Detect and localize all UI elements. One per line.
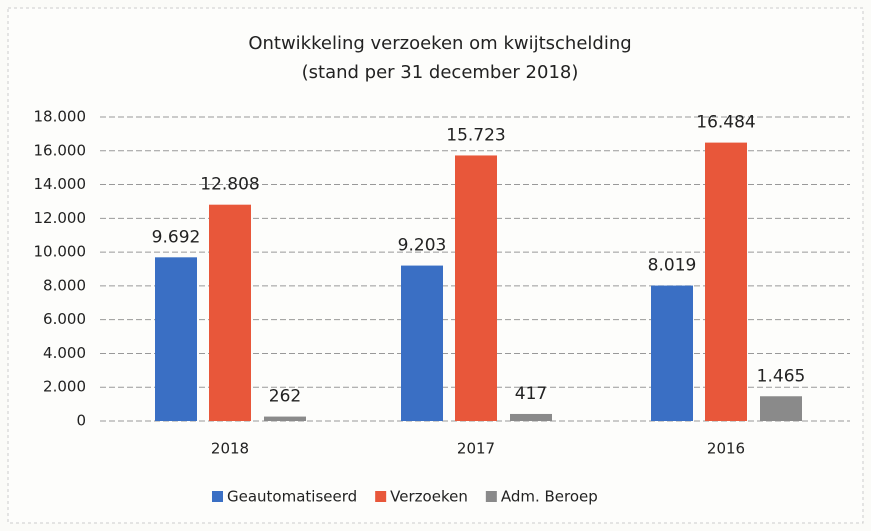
x-tick-label: 2018 [211, 440, 249, 458]
data-label: 12.808 [200, 175, 259, 195]
legend-swatch [375, 491, 387, 502]
data-label: 8.019 [648, 256, 697, 276]
bar [209, 204, 251, 421]
bar [651, 285, 693, 421]
y-tick-label: 2.000 [43, 378, 86, 396]
bar [455, 155, 497, 421]
data-label: 9.203 [398, 236, 447, 256]
bar [155, 257, 197, 421]
y-tick-label: 16.000 [34, 141, 87, 159]
legend-swatch [212, 491, 223, 502]
y-tick-label: 12.000 [34, 209, 87, 227]
bar [705, 142, 747, 421]
y-tick-label: 14.000 [34, 175, 87, 193]
bar [264, 416, 306, 421]
bar [760, 396, 802, 421]
data-label: 262 [269, 387, 301, 407]
y-tick-label: 18.000 [34, 108, 87, 126]
legend-swatch [485, 491, 497, 502]
data-label: 417 [515, 384, 547, 404]
y-tick-label: 4.000 [43, 344, 86, 362]
legend-label: Geautomatiseerd [227, 488, 357, 506]
y-tick-label: 0 [76, 412, 86, 430]
y-tick-label: 6.000 [43, 310, 86, 328]
bar [401, 265, 443, 421]
data-label: 1.465 [757, 366, 806, 386]
legend-label: Verzoeken [390, 488, 468, 506]
data-label: 15.723 [446, 125, 505, 145]
data-label: 16.484 [696, 113, 755, 133]
x-tick-label: 2017 [457, 440, 495, 458]
chart-title: Ontwikkeling verzoeken om kwijtschelding [248, 33, 631, 54]
y-tick-label: 10.000 [34, 243, 87, 261]
bar [510, 413, 552, 421]
y-tick-label: 8.000 [43, 276, 86, 294]
chart-subtitle: (stand per 31 december 2018) [302, 62, 579, 83]
data-label: 9.692 [152, 227, 201, 247]
x-tick-label: 2016 [707, 440, 745, 458]
legend-label: Adm. Beroep [501, 488, 598, 506]
